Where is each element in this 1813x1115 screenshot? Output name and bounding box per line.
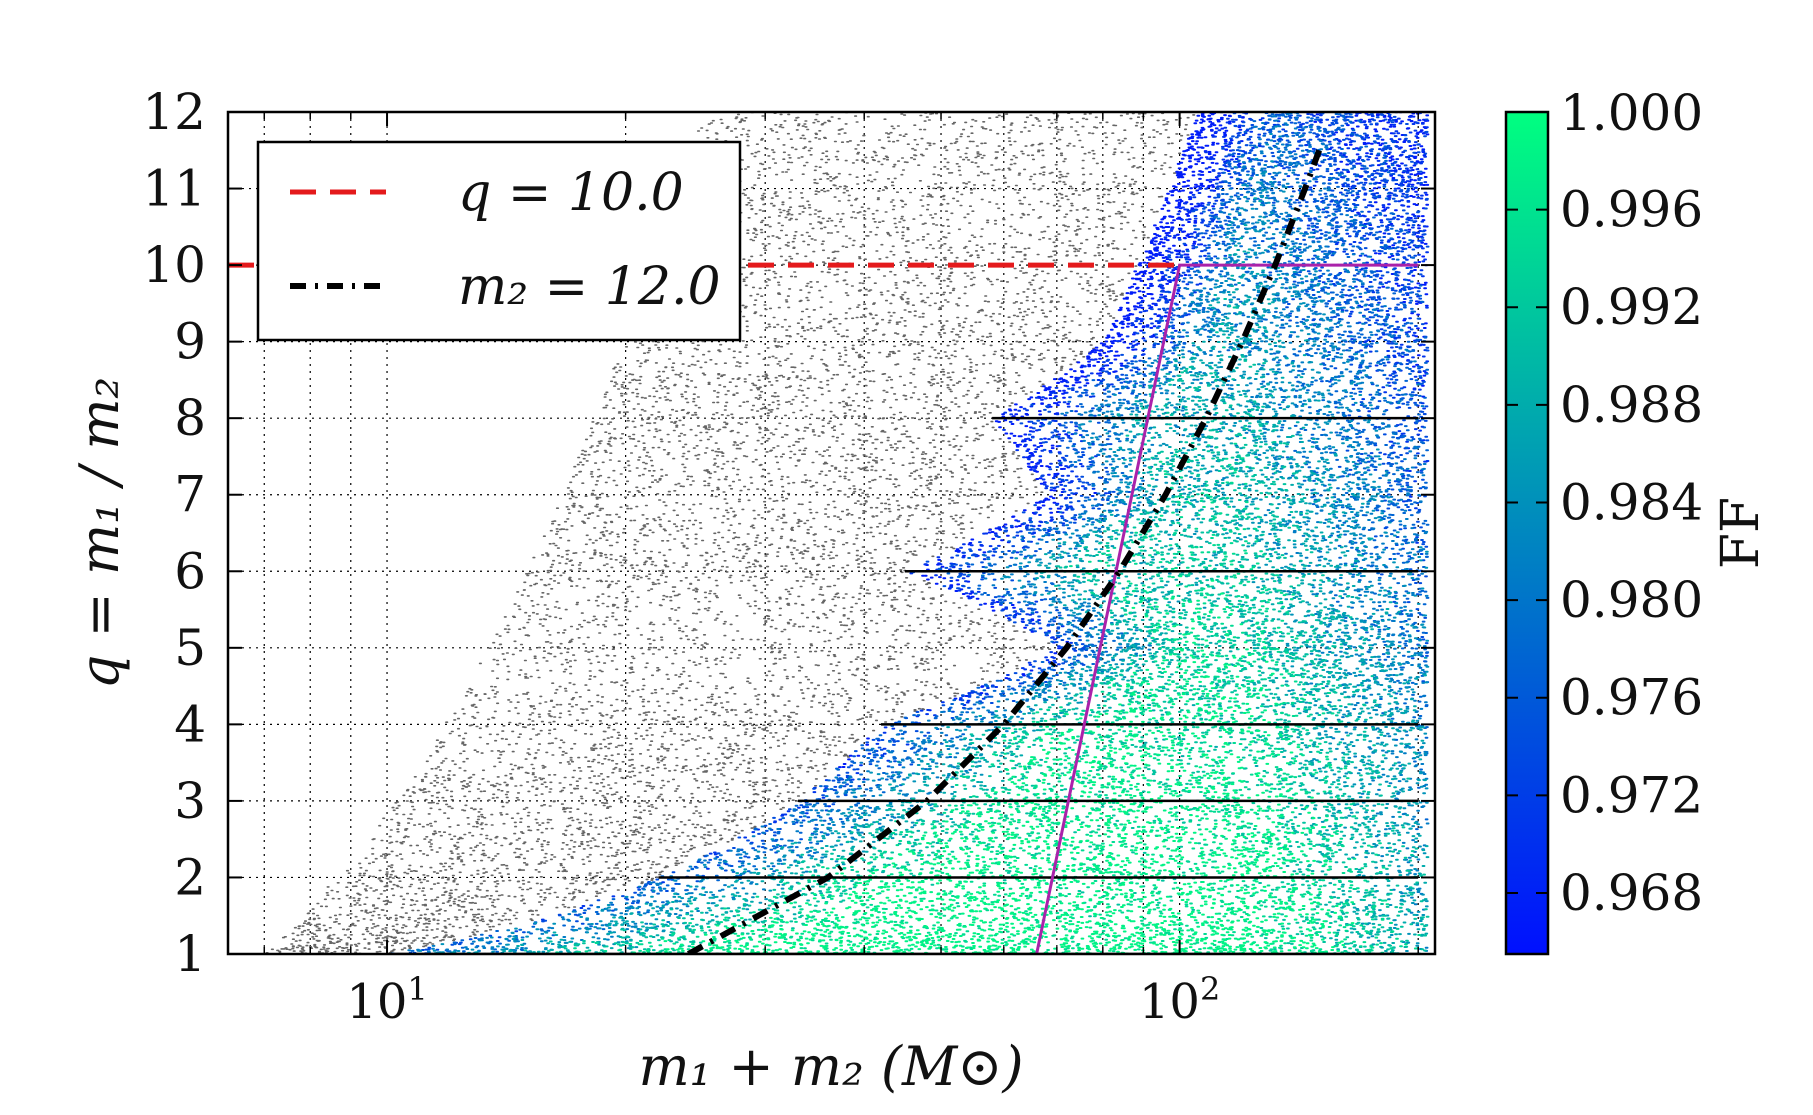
colorbar-tick-label: 0.984 <box>1560 473 1703 531</box>
colorbar: 1.000 0.996 0.992 0.988 0.984 0.980 0.976 0.972… <box>1504 84 1771 956</box>
y-tick-label: 9 <box>174 313 206 371</box>
y-tick-label: 10 <box>142 236 206 294</box>
axis-ticks <box>228 111 1435 955</box>
scatter-points <box>265 112 1430 954</box>
colorbar-tick-label: 0.992 <box>1560 278 1703 336</box>
colorbar-tick-label: 0.988 <box>1560 376 1703 434</box>
boundary-line <box>1035 263 1419 954</box>
colorbar-label: FF <box>1711 497 1771 569</box>
x-tick-label: 101 <box>346 970 427 1030</box>
y-tick-label: 11 <box>142 160 206 218</box>
colorbar-tick-label: 1.000 <box>1560 84 1703 142</box>
y-tick-label: 7 <box>174 466 206 524</box>
y-axis-label: q = m₁ / m₂ <box>68 377 131 689</box>
y-tick-label: 1 <box>174 925 206 983</box>
plot-area <box>226 110 1437 956</box>
x-tick-labels: 101 102 <box>346 970 1220 1030</box>
colorbar-tick-label: 0.996 <box>1560 181 1703 239</box>
plot-frame <box>226 110 1437 956</box>
colorbar-tick-label: 0.980 <box>1560 571 1703 629</box>
colored-point-cloud <box>390 112 1430 954</box>
gray-points <box>265 112 1196 954</box>
gray-point-cloud <box>265 112 1196 954</box>
colorbar-tick-label: 0.976 <box>1560 669 1703 727</box>
y-tick-label: 8 <box>174 389 206 447</box>
y-tick-label: 3 <box>174 772 206 830</box>
colorbar-tick-label: 0.968 <box>1560 864 1703 922</box>
colorbar-tick-label: 0.972 <box>1560 766 1703 824</box>
y-tick-label: 2 <box>174 848 206 906</box>
legend-q-line-label: q = 10.0 <box>458 163 684 223</box>
colored-points <box>418 125 1430 954</box>
colorbar-gradient <box>1504 110 1550 956</box>
x-tick-label: 102 <box>1139 970 1220 1030</box>
m2-equals-12-line <box>686 149 1323 954</box>
y-tick-label: 6 <box>174 542 206 600</box>
colorbar-ticks: 1.000 0.996 0.992 0.988 0.984 0.980 0.976 0.972… <box>1506 84 1703 922</box>
y-tick-label: 4 <box>174 695 206 753</box>
y-tick-label: 5 <box>174 619 206 677</box>
y-tick-label: 12 <box>142 83 206 141</box>
legend: q = 10.0 m₂ = 12.0 <box>256 140 742 342</box>
legend-m2-line-label: m₂ = 12.0 <box>458 257 721 317</box>
legend-box <box>256 140 742 342</box>
overlay-lines <box>228 149 1419 954</box>
x-axis-label: m₁ + m₂ (M⊙) <box>638 1035 1023 1098</box>
